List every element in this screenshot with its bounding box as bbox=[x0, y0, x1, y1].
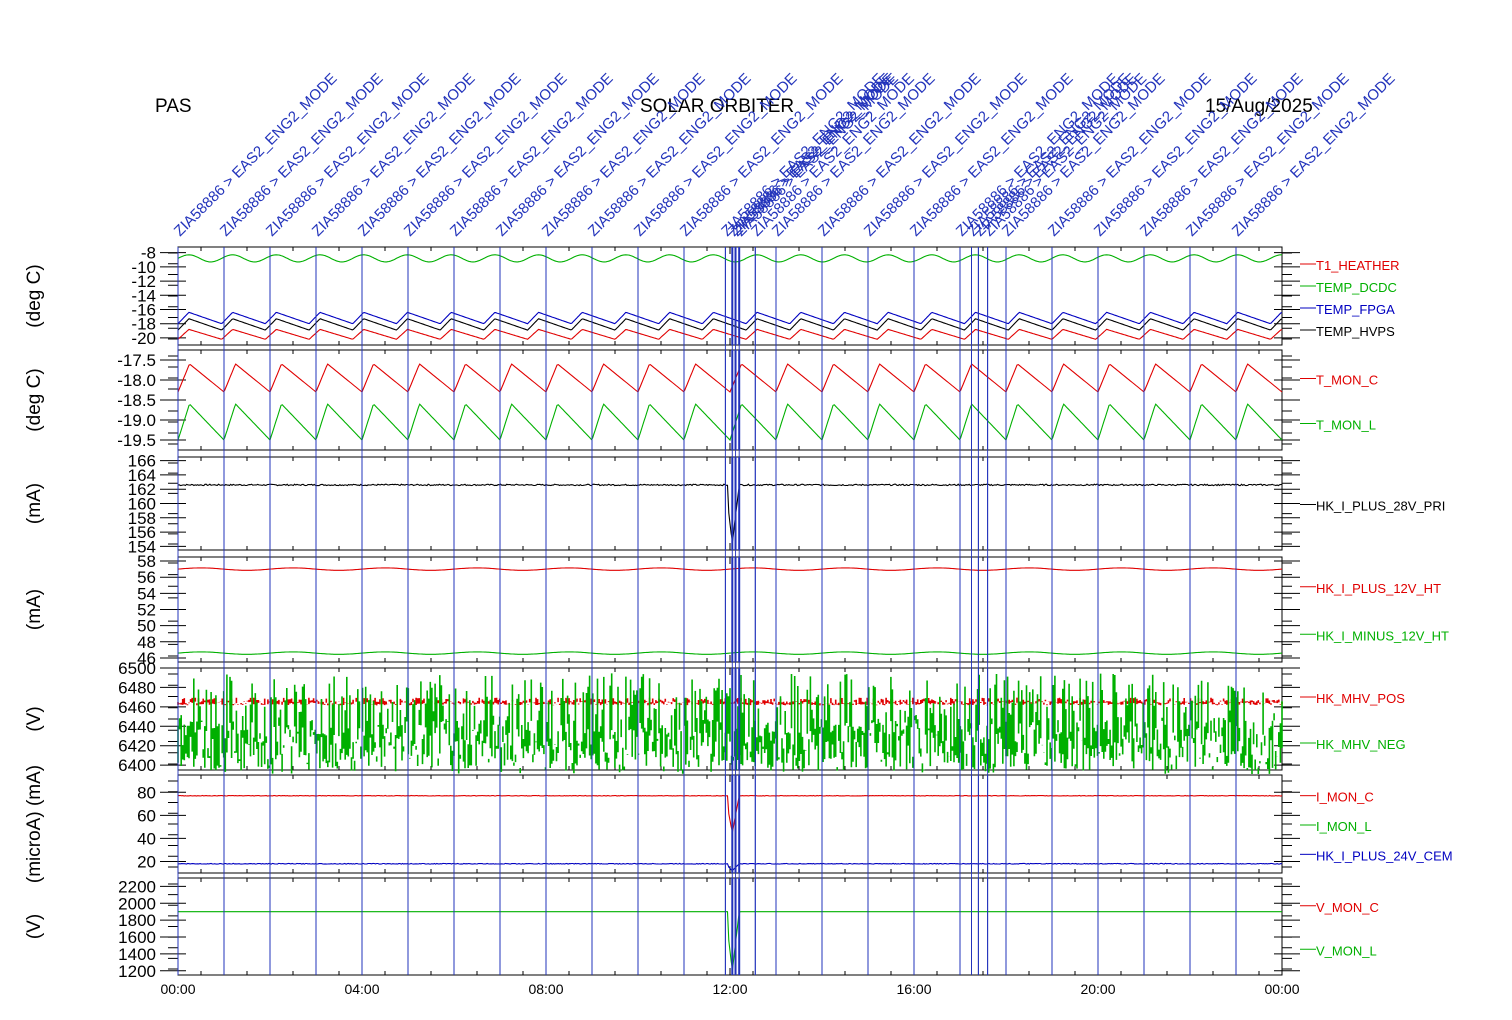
y-axis-label: (microA) (mA) bbox=[24, 765, 45, 883]
y-tick-label: 1600 bbox=[118, 928, 156, 947]
y-tick-label: 166 bbox=[128, 452, 156, 471]
y-tick-label: -14 bbox=[131, 286, 156, 305]
x-tick-label: 00:00 bbox=[160, 981, 195, 997]
legend-label: T1_HEATHER bbox=[1316, 258, 1400, 273]
series-v_mon_l bbox=[178, 911, 1282, 970]
y-axis-label: (deg C) bbox=[24, 264, 45, 327]
y-tick-label: -17.5 bbox=[117, 351, 156, 370]
legend-label: T_MON_L bbox=[1316, 418, 1376, 433]
legend-label: HK_I_MINUS_12V_HT bbox=[1316, 628, 1449, 643]
y-tick-label: 6400 bbox=[118, 756, 156, 775]
y-tick-label: 2200 bbox=[118, 877, 156, 896]
y-tick-label: 56 bbox=[137, 568, 156, 587]
y-tick-label: 6460 bbox=[118, 698, 156, 717]
y-tick-label: -20 bbox=[131, 329, 156, 348]
y-tick-label: 48 bbox=[137, 633, 156, 652]
y-tick-label: 1800 bbox=[118, 911, 156, 930]
y-tick-label: 164 bbox=[128, 466, 156, 485]
series-hk_i_plus_28v_pri bbox=[177, 483, 1283, 542]
panel-frame bbox=[177, 349, 1283, 451]
x-tick-label: 12:00 bbox=[712, 981, 747, 997]
header-mission: SOLAR ORBITER bbox=[640, 96, 795, 117]
y-tick-label: 60 bbox=[137, 806, 156, 825]
legend-label: HK_MHV_POS bbox=[1316, 691, 1405, 706]
y-tick-label: -12 bbox=[131, 272, 156, 291]
y-tick-label: 6500 bbox=[118, 659, 156, 678]
legend-label: V_MON_C bbox=[1316, 900, 1379, 915]
y-axis-label: (V) bbox=[24, 914, 45, 939]
legend-label: I_MON_L bbox=[1316, 819, 1372, 834]
y-tick-label: 6420 bbox=[118, 737, 156, 756]
y-tick-label: -10 bbox=[131, 258, 156, 277]
panel-frame bbox=[177, 774, 1283, 874]
y-axis-label: (V) bbox=[24, 706, 45, 731]
y-tick-label: 156 bbox=[128, 523, 156, 542]
series-hk_i_minus_12v_ht bbox=[177, 651, 1283, 655]
x-tick-label: 08:00 bbox=[528, 981, 563, 997]
legend-label: TEMP_FPGA bbox=[1316, 302, 1395, 317]
y-tick-label: 6480 bbox=[118, 678, 156, 697]
y-tick-label: 40 bbox=[137, 829, 156, 848]
series-i_mon_c bbox=[177, 794, 1283, 832]
y-tick-label: 50 bbox=[137, 617, 156, 636]
x-tick-label: 20:00 bbox=[1080, 981, 1115, 997]
y-axis-label: (mA) bbox=[24, 589, 45, 630]
legend-label: HK_I_PLUS_28V_PRI bbox=[1316, 499, 1445, 514]
y-tick-label: 1400 bbox=[118, 945, 156, 964]
legend-label: V_MON_L bbox=[1316, 943, 1377, 958]
y-tick-label: 54 bbox=[137, 584, 156, 603]
panel-6: 20 40 60 80 (microA) (mA) I_MON_C I_MON_L HK_I_… bbox=[24, 765, 1453, 883]
y-tick-label: 160 bbox=[128, 495, 156, 514]
legend-label: TEMP_DCDC bbox=[1316, 280, 1397, 295]
x-tick-label: 00:00 bbox=[1264, 981, 1299, 997]
legend-label: T_MON_C bbox=[1316, 373, 1378, 388]
legend-label: HK_I_PLUS_24V_CEM bbox=[1316, 848, 1453, 863]
y-tick-label: -19.5 bbox=[117, 431, 156, 450]
legend-label: I_MON_C bbox=[1316, 790, 1374, 805]
y-tick-label: 46 bbox=[137, 649, 156, 668]
series-t_mon_l bbox=[177, 403, 1283, 442]
y-tick-label: 6440 bbox=[118, 717, 156, 736]
y-tick-label: 2000 bbox=[118, 894, 156, 913]
y-tick-label: 154 bbox=[128, 537, 156, 556]
panel-1: -20-18-16-14-12-10-8 (deg C) T1_HEATHER TEM… bbox=[24, 244, 1400, 348]
panel-2: -19.5-19.0-18.5-18.0-17.5 (deg C) T_MON_C T… bbox=[24, 349, 1378, 451]
legend-label: HK_MHV_NEG bbox=[1316, 737, 1406, 752]
header-date: 15/Aug/2025 bbox=[1205, 96, 1313, 117]
header-instrument: PAS bbox=[155, 96, 192, 117]
series-t1_heather bbox=[177, 328, 1283, 340]
event-label: ZIA58886 > EAS2_ENG2_MODE bbox=[171, 70, 341, 240]
y-tick-label: 162 bbox=[128, 480, 156, 499]
y-tick-label: 1200 bbox=[118, 962, 156, 981]
y-tick-label: 52 bbox=[137, 601, 156, 620]
legend-label: TEMP_HVPS bbox=[1316, 324, 1395, 339]
series-hk_i_plus_12v_ht bbox=[177, 567, 1283, 571]
series-t_mon_c bbox=[177, 363, 1283, 393]
series-hk_mhv_neg bbox=[177, 673, 1283, 774]
y-tick-label: -18.5 bbox=[117, 391, 156, 410]
y-tick-label: 80 bbox=[137, 783, 156, 802]
y-tick-label: -18 bbox=[131, 315, 156, 334]
x-tick-label: 04:00 bbox=[344, 981, 379, 997]
y-tick-label: 158 bbox=[128, 509, 156, 528]
legend-label: HK_I_PLUS_12V_HT bbox=[1316, 581, 1441, 596]
panel-frame bbox=[177, 556, 1283, 663]
y-tick-label: -18.0 bbox=[117, 371, 156, 390]
y-axis-label: (mA) bbox=[24, 483, 45, 524]
series-temp_dcdc bbox=[177, 254, 1282, 263]
y-tick-label: 58 bbox=[137, 552, 156, 571]
y-axis-label: (deg C) bbox=[24, 368, 45, 431]
panel-frame bbox=[177, 456, 1283, 551]
y-tick-label: -19.0 bbox=[117, 411, 156, 430]
y-tick-label: -8 bbox=[141, 244, 156, 263]
panel-frame bbox=[177, 877, 1283, 976]
y-tick-label: 20 bbox=[137, 852, 156, 871]
x-tick-label: 16:00 bbox=[896, 981, 931, 997]
y-tick-label: -16 bbox=[131, 300, 156, 319]
